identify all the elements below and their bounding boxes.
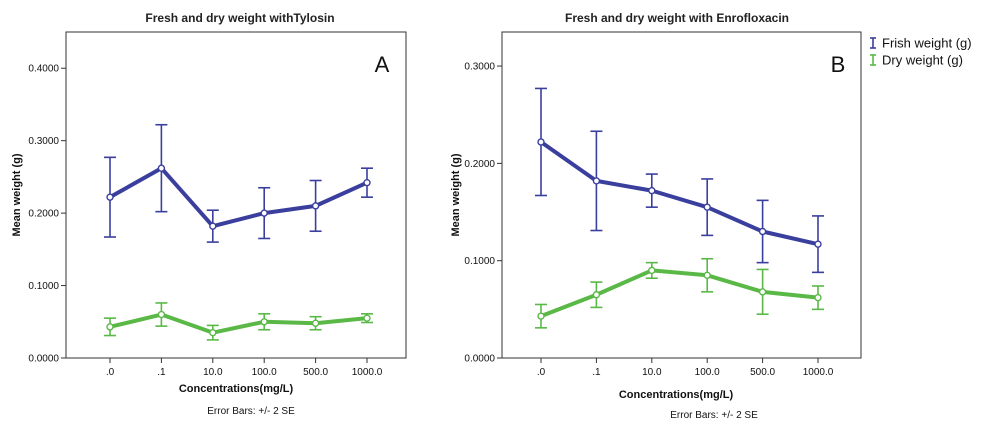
chart-b-y-tick-label: 0.3000 <box>464 62 495 73</box>
chart-b-dry-point <box>758 288 767 296</box>
chart-b-fresh-point <box>758 227 767 236</box>
chart-a-y-axis-label: Mean weight (g) <box>11 153 23 236</box>
chart-a-x-axis-label: Concentrations(mg/L) <box>179 383 294 395</box>
chart-a-dry-line <box>108 312 369 335</box>
chart-a-dry-point <box>260 318 268 326</box>
chart-a-x-tick-label: 1000.0 <box>352 367 383 378</box>
chart-b-x-tick-label: 100.0 <box>695 367 720 378</box>
chart-a-fresh-point <box>363 178 371 187</box>
chart-a-fresh-point <box>157 164 166 172</box>
chart-b-y-tick-label: 0.1000 <box>464 256 495 267</box>
chart-b-x-tick-label: 500.0 <box>750 367 775 378</box>
chart-a-y-tick-label: 0.2000 <box>28 209 59 220</box>
chart-b-fresh-point <box>592 177 601 185</box>
chart-b-dry-point <box>592 291 601 299</box>
chart-a-y-tick-label: 0.0000 <box>28 354 59 365</box>
chart-a-panel-label: A <box>375 52 390 77</box>
chart-b-x-tick-label: 10.0 <box>642 367 662 378</box>
chart-b-frame <box>501 31 862 359</box>
legend-dry-weight-label: Dry weight (g) <box>882 53 963 68</box>
chart-b-error-bar-note: Error Bars: +/- 2 SE <box>670 410 758 421</box>
chart-b-fresh-line <box>539 139 820 247</box>
chart-a-y-tick-label: 0.4000 <box>28 64 59 75</box>
chart-b-dry-point <box>648 266 656 275</box>
chart-a-fresh-point <box>260 209 268 217</box>
chart-b-dry-line <box>539 268 820 319</box>
chart-b-title: Fresh and dry weight with Enrofloxacin <box>565 11 789 25</box>
legend-fresh-weight-label: Frish weight (g) <box>882 36 972 51</box>
chart-b-dry-point <box>703 271 711 279</box>
chart-a-x-tick-label: .0 <box>106 367 115 378</box>
chart-b-x-tick-label: 1000.0 <box>803 367 834 378</box>
chart-a-y-tick-label: 0.3000 <box>28 136 59 147</box>
chart-b-plot-area: 0.0000 0.1000 0.2000 0.3000 .0 .1 10.0 100.0 500… <box>464 62 833 378</box>
chart-a-fresh-point <box>311 202 320 210</box>
chart-b-x-tick-label: .0 <box>537 367 546 378</box>
chart-a-dry-point <box>157 310 166 319</box>
chart-a-error-bar-note: Error Bars: +/- 2 SE <box>207 406 295 417</box>
chart-a-dry-point <box>311 319 320 327</box>
chart-a-fresh-point <box>106 193 114 201</box>
chart-b-fresh-point <box>703 203 711 211</box>
chart-b: Fresh and dry weight with Enrofloxacin B… <box>450 11 862 421</box>
chart-a-title: Fresh and dry weight withTylosin <box>145 11 334 25</box>
chart-b-y-axis-label: Mean weight (g) <box>450 153 462 236</box>
chart-b-panel-label: B <box>831 52 846 77</box>
chart-a-y-tick-label: 0.1000 <box>28 281 59 292</box>
legend-fresh-weight-icon <box>870 37 876 49</box>
chart-a-dry-point <box>363 314 371 322</box>
chart-a-frame <box>65 31 407 359</box>
chart-a-fresh-point <box>209 222 217 230</box>
chart-a-fresh-line <box>108 166 369 229</box>
chart-a-x-tick-label: 10.0 <box>203 367 223 378</box>
chart-b-dry-point <box>537 312 545 320</box>
chart-b-x-tick-label: .1 <box>592 367 601 378</box>
chart-a-x-tick-label: 100.0 <box>252 367 277 378</box>
chart-b-fresh-point <box>814 240 822 248</box>
chart-b-y-tick-label: 0.2000 <box>464 159 495 170</box>
legend: Frish weight (g) Dry weight (g) <box>870 36 972 68</box>
chart-b-y-tick-label: 0.0000 <box>464 354 495 365</box>
chart-b-x-axis-label: Concentrations(mg/L) <box>619 389 734 401</box>
chart-b-fresh-point <box>537 138 545 146</box>
chart-b-dry-point <box>814 293 822 302</box>
chart-a-dry-point <box>106 323 114 331</box>
chart-a-x-tick-label: .1 <box>157 367 166 378</box>
chart-a-dry-point <box>209 328 217 337</box>
chart-a-x-tick-label: 500.0 <box>303 367 328 378</box>
chart-a: Fresh and dry weight withTylosin A Mean … <box>11 11 407 417</box>
chart-b-fresh-point <box>648 186 656 195</box>
legend-dry-weight-icon <box>870 54 876 66</box>
chart-a-plot-area: 0.0000 0.1000 0.2000 0.3000 0.4000 .0 .1 10.0 10… <box>28 64 382 378</box>
